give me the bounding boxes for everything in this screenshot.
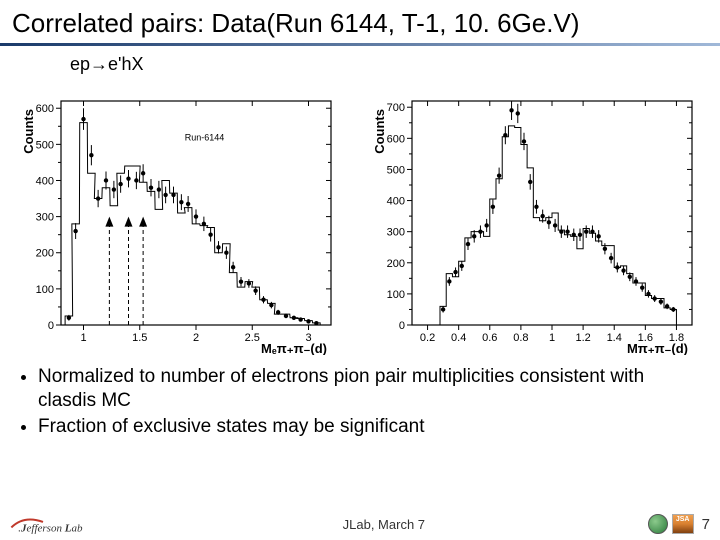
svg-text:2: 2: [192, 332, 198, 344]
svg-text:Run-6144: Run-6144: [184, 133, 224, 143]
slide-subtitle: ep→e'hX: [0, 50, 720, 79]
svg-text:500: 500: [35, 139, 53, 151]
svg-text:1.5: 1.5: [132, 332, 147, 344]
footer-right: JSA 7: [648, 514, 710, 534]
svg-text:200: 200: [386, 258, 404, 270]
svg-text:0.8: 0.8: [513, 332, 528, 344]
svg-text:600: 600: [386, 133, 404, 145]
chart-left: 010020030040050060011.522.53CountsMₑπ₊π₋…: [19, 87, 341, 355]
svg-text:700: 700: [386, 102, 404, 114]
bullet-item: Fraction of exclusive states may be sign…: [38, 415, 706, 439]
svg-text:0.4: 0.4: [451, 332, 466, 344]
charts-row: 010020030040050060011.522.53CountsMₑπ₊π₋…: [0, 79, 720, 359]
svg-text:1: 1: [80, 332, 86, 344]
svg-text:100: 100: [35, 284, 53, 296]
svg-text:1: 1: [548, 332, 554, 344]
svg-text:0.6: 0.6: [482, 332, 497, 344]
svg-text:200: 200: [35, 248, 53, 260]
slide-title: Correlated pairs: Data(Run 6144, T-1, 10…: [0, 0, 720, 43]
svg-text:0.2: 0.2: [419, 332, 434, 344]
svg-text:400: 400: [386, 196, 404, 208]
svg-text:Counts: Counts: [372, 109, 387, 154]
svg-text:400: 400: [35, 175, 53, 187]
bullet-item: Normalized to number of electrons pion p…: [38, 365, 706, 413]
footer-center-text: JLab, March 7: [120, 517, 648, 532]
jlab-logo: .Jefferson Lab: [10, 512, 120, 536]
footer: .Jefferson Lab JLab, March 7 JSA 7: [0, 512, 720, 536]
svg-text:0: 0: [47, 320, 53, 332]
svg-text:600: 600: [35, 103, 53, 115]
doe-badge-icon: [648, 514, 668, 534]
svg-text:1.4: 1.4: [606, 332, 621, 344]
svg-text:Mₑπ₊π₋(d): Mₑπ₊π₋(d): [261, 341, 327, 355]
chart-right: 0 100 200 300 400 500 600 700 0.2 0.4 0.6 0.8 1 1.2 1.…: [370, 87, 702, 355]
svg-text:300: 300: [386, 227, 404, 239]
svg-text:Mπ₊π₋(d): Mπ₊π₋(d): [626, 341, 687, 355]
svg-text:0: 0: [398, 320, 404, 332]
svg-text:300: 300: [35, 212, 53, 224]
svg-text:2.5: 2.5: [244, 332, 259, 344]
bullet-list: Normalized to number of electrons pion p…: [0, 359, 720, 438]
svg-text:1.2: 1.2: [575, 332, 590, 344]
svg-text:.Jefferson Lab: .Jefferson Lab: [18, 523, 83, 535]
svg-text:100: 100: [386, 289, 404, 301]
page-number: 7: [702, 516, 710, 533]
svg-text:500: 500: [386, 164, 404, 176]
jsa-logo: JSA: [672, 514, 694, 534]
svg-text:Counts: Counts: [21, 109, 36, 154]
title-underline: [0, 43, 720, 46]
